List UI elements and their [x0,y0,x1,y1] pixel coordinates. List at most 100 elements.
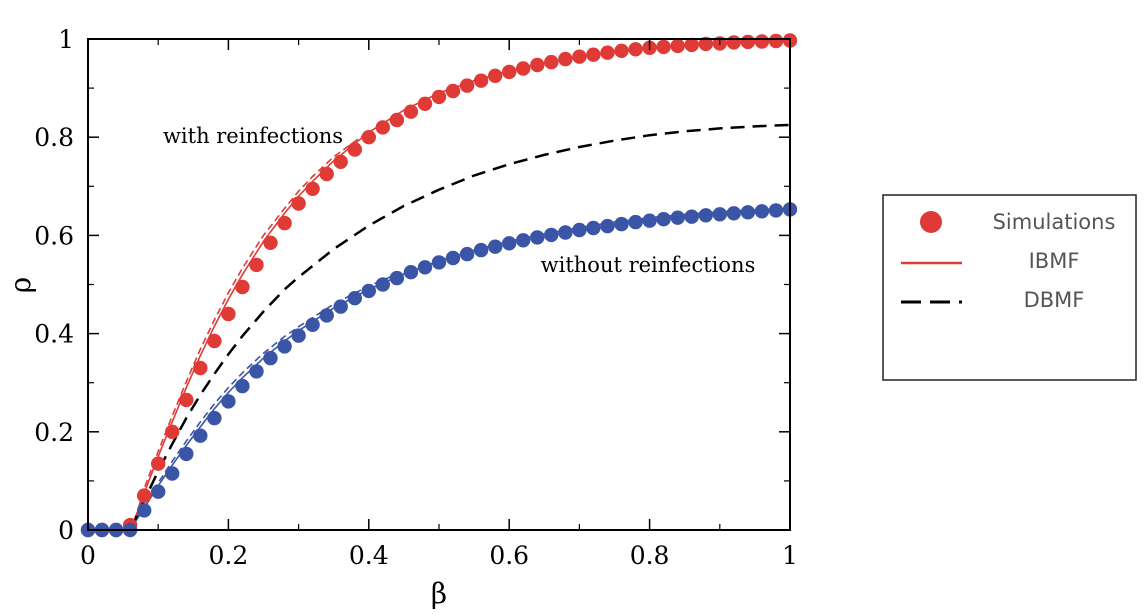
series-1-point [712,207,727,222]
series-0-point [600,45,615,60]
series-0-point [431,89,447,105]
series-0-point [347,142,362,157]
series-0-point [375,120,390,135]
series-1-point [754,204,770,219]
series-1-point [459,246,475,262]
series-0-point [726,35,741,50]
series-0-point [656,39,671,55]
legend-label-dbmf: DBMF [1024,288,1085,312]
series-1-point [670,210,685,225]
series-0-point [670,38,685,54]
series-1-point [530,230,545,245]
series-1-point [319,308,334,323]
series-0-point [459,78,475,93]
series-0-point [544,54,559,70]
series-0-point [151,456,166,471]
series-0-point [698,36,713,52]
x-tick-label: 0.2 [209,541,249,570]
series-0-point [221,306,236,322]
series-5-line-dashed [88,270,405,531]
series-1-point [291,328,306,343]
series-1-point [488,239,503,254]
series-1-point [628,214,643,230]
x-tick-label: 1 [782,541,798,570]
y-tick-label: 0.4 [34,320,74,349]
series-0-point [614,43,629,58]
series-1-point [726,206,741,221]
series-1-point [431,255,447,270]
plot-marks [80,33,798,538]
series-0-point [277,215,292,231]
y-tick-label: 0 [58,516,74,545]
series-0-point [165,424,180,439]
series-0-point [572,49,587,64]
series-0-point [333,154,348,169]
series-0-point [502,64,517,80]
series-0-point [235,279,250,295]
series-1-point [277,339,292,354]
series-1-point [305,317,320,332]
series-1-point [502,236,517,251]
series-1-point [193,428,208,443]
series-6-line-dashed [88,123,791,532]
series-1-point [614,216,629,232]
series-0-point [768,33,784,49]
series-0-point [488,68,503,84]
series-0-point [179,392,194,408]
series-1-point [333,299,348,314]
plot-frame [87,38,791,531]
y-tick-label: 0.6 [34,221,74,250]
series-0-point [558,51,573,67]
series-1-point [445,250,461,266]
series-1-point [179,446,194,462]
series-1-point [361,283,376,299]
series-1-point [558,225,573,240]
series-1-point [375,277,390,292]
x-axis-label: β [431,577,447,610]
x-tick-label: 0.4 [349,541,389,570]
series-1-point [347,291,362,306]
x-tick-label: 0.6 [489,541,529,570]
series-1-point [151,484,166,499]
series-0-point [137,488,152,503]
series-0-point [361,130,376,145]
series-0-point [305,181,320,196]
legend-marker-simulations [920,211,942,233]
series-0-point [473,73,489,88]
series-1-point [137,503,152,518]
annotation-with-reinfections: with reinfections [163,124,343,148]
annotation-without-reinfections: without reinfections [541,253,756,277]
x-tick-label: 0 [80,541,96,570]
series-1-point [544,227,559,243]
series-2-line-solid [88,39,791,531]
series-0-point [530,57,545,73]
series-0-point [263,235,278,250]
series-0-point [403,104,419,119]
series-1-point [389,270,405,286]
series-0-point [193,360,208,376]
series-1-point [698,208,713,223]
series-0-point [628,42,643,57]
series-0-point [754,34,770,49]
y-tick-label: 0.8 [34,123,74,152]
series-1-point [642,213,657,228]
series-1-point [207,410,222,426]
series-1-point [417,260,433,275]
series-0-point [249,257,264,273]
legend-label-simulations: Simulations [993,210,1116,234]
series-1-point [516,233,531,248]
series-1-point [403,265,419,280]
series-0-point [389,112,405,128]
series-1-point [165,466,180,481]
y-axis-label: ρ [4,277,37,293]
series-0-point [207,333,222,349]
series-1-point [684,209,699,224]
series-1-point [221,394,236,409]
series-0-point [445,83,461,99]
series-0-point [319,166,334,182]
series-1-point [768,203,784,218]
series-1-point [740,205,756,220]
legend: Simulations IBMF DBMF [882,194,1137,381]
series-0-point [516,61,531,76]
